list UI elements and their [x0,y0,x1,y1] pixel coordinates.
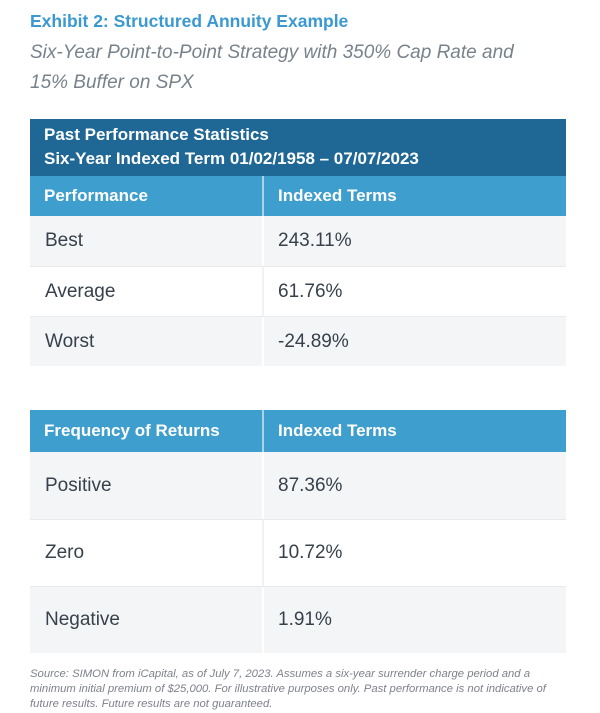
source-footnote: Source: SIMON from iCapital, as of July … [30,668,546,710]
frequency-column-headers: Frequency of Returns Indexed Terms [30,410,566,452]
column-header-indexed-terms: Indexed Terms [262,176,566,216]
row-value: 87.36% [262,452,566,519]
table-row-positive: Positive 87.36% [30,452,566,519]
past-performance-table-body: Best 243.11% Average 61.76% Worst -24.89… [30,216,566,366]
banner-line-1: Past Performance Statistics [44,125,269,144]
row-label: Best [45,230,84,251]
row-value: 1.91% [262,587,566,653]
row-label: Positive [45,474,112,496]
exhibit-subtitle: Six-Year Point-to-Point Strategy with 35… [30,42,514,93]
table-row-average: Average 61.76% [30,266,566,316]
row-label: Worst [45,330,95,352]
row-value: 243.11% [262,216,566,266]
row-value: 61.76% [262,267,566,316]
row-value: 10.72% [262,520,566,586]
past-performance-table: Past Performance Statistics Six-Year Ind… [30,119,566,366]
banner-line-2: Six-Year Indexed Term 01/02/1958 – 07/07… [44,149,419,168]
exhibit-title: Exhibit 2: Structured Annuity Example [30,11,349,31]
table-row-worst: Worst -24.89% [30,316,566,366]
column-header-indexed-terms: Indexed Terms [262,410,566,452]
row-label: Negative [45,609,120,630]
column-header-performance: Performance [44,186,148,205]
frequency-table-body: Positive 87.36% Zero 10.72% Negative 1.9… [30,452,566,653]
past-performance-table-banner: Past Performance Statistics Six-Year Ind… [30,119,566,176]
past-performance-column-headers: Performance Indexed Terms [30,176,566,216]
table-row-zero: Zero 10.72% [30,519,566,586]
frequency-of-returns-table: Frequency of Returns Indexed Terms Posit… [30,410,566,653]
table-row-negative: Negative 1.91% [30,586,566,653]
row-label: Zero [45,542,85,563]
column-header-frequency: Frequency of Returns [44,421,220,440]
row-value: -24.89% [262,317,566,366]
table-row-best: Best 243.11% [30,216,566,266]
row-label: Average [45,280,116,302]
